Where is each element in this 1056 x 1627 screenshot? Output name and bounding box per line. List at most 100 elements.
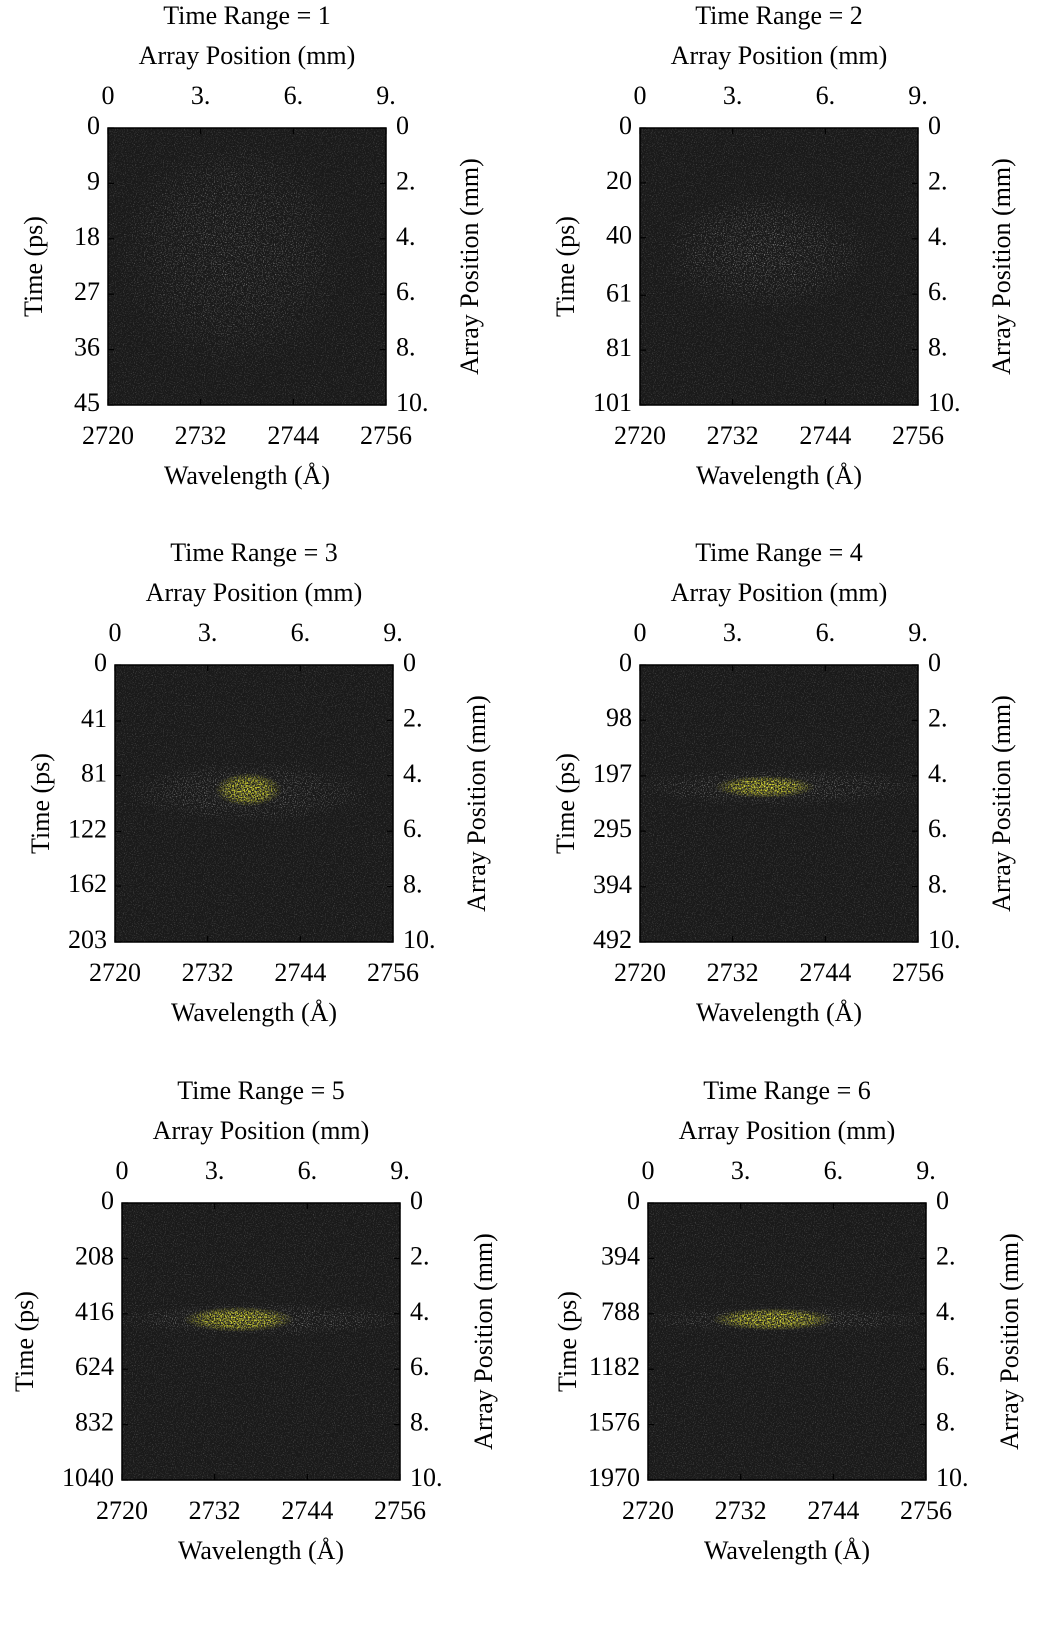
y-tick-label: 162 (68, 869, 107, 898)
x2-tick-label: 6. (298, 1156, 318, 1185)
y2-axis-label: Array Position (mm) (987, 695, 1016, 912)
y-tick-label: 18 (74, 222, 100, 251)
x-tick-label: 2744 (267, 421, 319, 450)
y2-tick-label: 10. (410, 1463, 443, 1492)
grain-yellow (215, 773, 282, 807)
y-tick-label: 0 (101, 1186, 114, 1215)
emission-core (711, 1308, 835, 1331)
y-tick-label: 41 (81, 704, 107, 733)
grain-white (626, 665, 932, 942)
x2-tick-label: 6. (291, 618, 311, 647)
panel: Time Range = 5 Array Position (mm) Wavelen… (10, 1076, 498, 1565)
x-axis-label: Wavelength (Å) (171, 998, 337, 1027)
panel-title: Time Range = 4 (695, 538, 863, 567)
x2-axis-label: Array Position (mm) (671, 578, 888, 607)
y2-tick-label: 2. (928, 703, 948, 732)
x2-tick-label: 9. (376, 81, 396, 110)
x-tick-label: 2720 (96, 1496, 148, 1525)
y-tick-label: 101 (593, 388, 632, 417)
y-tick-label: 122 (68, 814, 107, 843)
y2-tick-label: 0 (928, 648, 941, 677)
y-axis-label: Time (ps) (10, 1291, 39, 1392)
y-tick-label: 1970 (588, 1463, 640, 1492)
y2-tick-label: 2. (396, 166, 416, 195)
y-tick-label: 832 (75, 1408, 114, 1437)
panel-title: Time Range = 3 (170, 538, 338, 567)
x-tick-label: 2720 (89, 958, 141, 987)
y-tick-label: 45 (74, 388, 100, 417)
y-tick-label: 0 (627, 1186, 640, 1215)
noise-floor (648, 1203, 926, 1480)
emission-core (215, 773, 282, 807)
x2-tick-label: 9. (908, 81, 928, 110)
y2-tick-label: 10. (928, 925, 961, 954)
y2-tick-label: 4. (928, 759, 948, 788)
x-tick-label: 2720 (82, 421, 134, 450)
y-tick-label: 9 (87, 166, 100, 195)
y2-axis-label: Array Position (mm) (455, 158, 484, 375)
y-tick-label: 20 (606, 166, 632, 195)
y2-tick-label: 4. (403, 759, 423, 788)
x2-tick-label: 0 (116, 1156, 129, 1185)
grain-white (108, 128, 386, 405)
y2-tick-label: 10. (936, 1463, 969, 1492)
y2-tick-label: 4. (396, 222, 416, 251)
x2-tick-label: 9. (390, 1156, 410, 1185)
x-tick-label: 2732 (182, 958, 234, 987)
x-tick-label: 2720 (614, 958, 666, 987)
image-blobs (108, 128, 386, 405)
x-tick-label: 2756 (367, 958, 419, 987)
x2-tick-label: 9. (383, 618, 403, 647)
y2-tick-label: 0 (396, 111, 409, 140)
x-axis-label: Wavelength (Å) (696, 998, 862, 1027)
y2-tick-label: 2. (928, 166, 948, 195)
y2-tick-label: 10. (403, 925, 436, 954)
x-tick-label: 2756 (892, 421, 944, 450)
image-blobs (108, 1203, 414, 1480)
frame (639, 127, 919, 406)
y2-tick-label: 2. (410, 1241, 430, 1270)
x-axis-label: Wavelength (Å) (704, 1536, 870, 1565)
y2-tick-label: 0 (403, 648, 416, 677)
emission (659, 191, 871, 314)
y-tick-label: 1182 (589, 1352, 640, 1381)
x2-axis-label: Array Position (mm) (679, 1116, 896, 1145)
grain-yellow (183, 1306, 295, 1332)
y-tick-label: 1040 (62, 1463, 114, 1492)
x2-tick-label: 9. (908, 618, 928, 647)
x2-tick-label: 3. (198, 618, 218, 647)
x2-tick-label: 3. (191, 81, 211, 110)
image-blobs (115, 665, 393, 942)
y-tick-label: 0 (94, 648, 107, 677)
y-tick-label: 0 (87, 111, 100, 140)
grain-white (108, 1203, 414, 1480)
y2-axis-label: Array Position (mm) (469, 1233, 498, 1450)
y-tick-label: 394 (593, 870, 632, 899)
y2-tick-label: 0 (928, 111, 941, 140)
emission-core (715, 775, 816, 798)
y2-tick-label: 2. (936, 1241, 956, 1270)
grain-yellow (715, 775, 816, 798)
y2-tick-label: 4. (410, 1297, 430, 1326)
x2-tick-label: 9. (916, 1156, 936, 1185)
y-tick-label: 36 (74, 333, 100, 362)
y2-axis-label: Array Position (mm) (462, 695, 491, 912)
x-tick-label: 2732 (707, 958, 759, 987)
y-axis-label: Time (ps) (19, 216, 48, 317)
x-tick-label: 2756 (900, 1496, 952, 1525)
x2-tick-label: 0 (634, 81, 647, 110)
y2-tick-label: 4. (928, 222, 948, 251)
y-tick-label: 1576 (588, 1408, 640, 1437)
y-tick-label: 81 (606, 333, 632, 362)
image-blobs (634, 1203, 940, 1480)
y-tick-label: 61 (606, 278, 632, 307)
frame (647, 1202, 927, 1481)
y2-tick-label: 6. (403, 814, 423, 843)
y-tick-label: 0 (619, 648, 632, 677)
y2-tick-label: 2. (403, 703, 423, 732)
x-tick-label: 2732 (715, 1496, 767, 1525)
y-tick-label: 492 (593, 925, 632, 954)
y-tick-label: 0 (619, 111, 632, 140)
image-blobs (626, 665, 932, 942)
